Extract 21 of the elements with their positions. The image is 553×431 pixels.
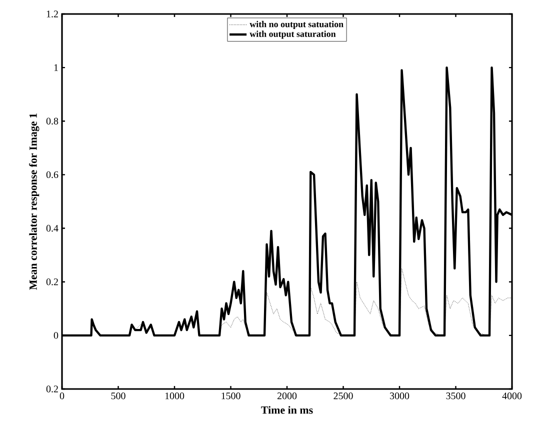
y-tick-label: 0.8: [46, 118, 58, 125]
y-axis-title: Mean correlator response for Image 1: [29, 114, 40, 290]
x-tick-label: 2000: [277, 392, 297, 400]
x-axis-title: Time in ms: [261, 406, 313, 414]
x-tick-label: 500: [111, 392, 126, 400]
x-tick-label: 3000: [390, 392, 410, 400]
y-tick-label: 1.2: [46, 10, 58, 18]
y-tick-label: 1: [54, 64, 58, 71]
y-tick-label: 0.2: [46, 386, 58, 392]
y-tick-label: 0.2: [46, 278, 58, 286]
x-tick-label: 2500: [334, 392, 353, 400]
y-tick-label: 0.4: [46, 224, 58, 232]
x-tick-label: 1500: [222, 392, 240, 400]
x-tick-label: 3500: [446, 392, 466, 400]
x-tick-label: 0: [60, 392, 64, 400]
y-tick-label: 0.6: [46, 171, 58, 178]
y-tick-label: 0: [54, 332, 58, 339]
x-tick-label: 4000: [502, 392, 522, 400]
legend-label: with output saturation: [250, 30, 336, 39]
x-tick-label: 1000: [165, 392, 184, 400]
legend-label: with no output satuation: [250, 20, 344, 30]
